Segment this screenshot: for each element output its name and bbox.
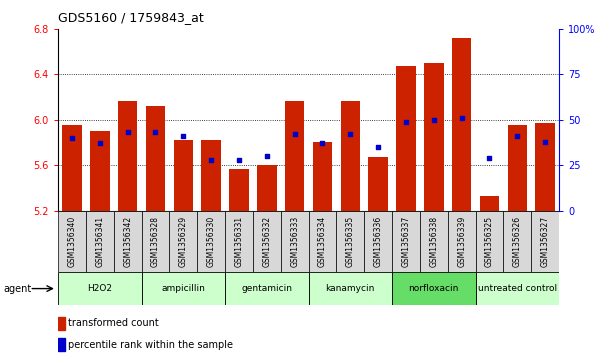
Bar	[197, 211, 225, 272]
Bar	[202, 140, 221, 211]
Text: norfloxacin: norfloxacin	[409, 284, 459, 293]
Bar	[58, 272, 142, 305]
Bar	[452, 38, 472, 211]
Bar	[396, 66, 415, 211]
Text: ampicillin: ampicillin	[161, 284, 205, 293]
Bar	[448, 211, 475, 272]
Bar	[114, 211, 142, 272]
Text: GSM1356329: GSM1356329	[179, 216, 188, 267]
Bar	[392, 211, 420, 272]
Bar	[58, 338, 65, 351]
Bar	[309, 211, 337, 272]
Text: GSM1356328: GSM1356328	[151, 216, 160, 267]
Text: H2O2: H2O2	[87, 284, 112, 293]
Text: gentamicin: gentamicin	[241, 284, 292, 293]
Text: GSM1356342: GSM1356342	[123, 216, 132, 267]
Text: untreated control: untreated control	[478, 284, 557, 293]
Bar	[225, 272, 309, 305]
Text: GSM1356340: GSM1356340	[67, 216, 76, 267]
Bar	[142, 211, 169, 272]
Text: GSM1356341: GSM1356341	[95, 216, 104, 267]
Point	[457, 115, 467, 121]
Bar	[86, 211, 114, 272]
Point	[401, 119, 411, 125]
Text: GSM1356327: GSM1356327	[541, 216, 550, 267]
Point	[373, 144, 383, 150]
Bar	[392, 272, 475, 305]
Bar	[337, 211, 364, 272]
Bar	[285, 101, 304, 211]
Text: GSM1356339: GSM1356339	[457, 216, 466, 267]
Text: kanamycin: kanamycin	[326, 284, 375, 293]
Bar	[503, 211, 531, 272]
Text: GSM1356330: GSM1356330	[207, 216, 216, 267]
Bar	[225, 211, 253, 272]
Bar	[480, 196, 499, 211]
Point	[150, 130, 160, 135]
Point	[540, 139, 550, 144]
Text: agent: agent	[3, 284, 31, 294]
Bar	[229, 168, 249, 211]
Bar	[174, 140, 193, 211]
Bar	[146, 106, 165, 211]
Bar	[424, 63, 444, 211]
Bar	[340, 101, 360, 211]
Bar	[364, 211, 392, 272]
Text: GSM1356336: GSM1356336	[374, 216, 382, 267]
Point	[345, 131, 355, 137]
Bar	[253, 211, 280, 272]
Bar	[313, 143, 332, 211]
Bar	[90, 131, 109, 211]
Bar	[142, 272, 225, 305]
Bar	[58, 317, 65, 330]
Text: GSM1356333: GSM1356333	[290, 216, 299, 267]
Point	[429, 117, 439, 123]
Bar	[169, 211, 197, 272]
Text: GSM1356331: GSM1356331	[235, 216, 243, 267]
Bar	[508, 126, 527, 211]
Bar	[62, 126, 82, 211]
Text: GDS5160 / 1759843_at: GDS5160 / 1759843_at	[58, 11, 204, 24]
Text: GSM1356334: GSM1356334	[318, 216, 327, 267]
Text: GSM1356337: GSM1356337	[401, 216, 411, 267]
Bar	[257, 165, 277, 211]
Point	[207, 157, 216, 163]
Bar	[420, 211, 448, 272]
Point	[513, 133, 522, 139]
Text: GSM1356335: GSM1356335	[346, 216, 355, 267]
Point	[318, 140, 327, 146]
Text: percentile rank within the sample: percentile rank within the sample	[68, 340, 233, 350]
Text: GSM1356332: GSM1356332	[262, 216, 271, 267]
Point	[178, 133, 188, 139]
Bar	[531, 211, 559, 272]
Point	[123, 130, 133, 135]
Bar	[118, 101, 137, 211]
Point	[67, 135, 77, 141]
Bar	[58, 211, 86, 272]
Point	[290, 131, 299, 137]
Bar	[368, 157, 388, 211]
Point	[234, 157, 244, 163]
Text: GSM1356325: GSM1356325	[485, 216, 494, 267]
Bar	[475, 272, 559, 305]
Bar	[280, 211, 309, 272]
Bar	[535, 123, 555, 211]
Text: GSM1356338: GSM1356338	[430, 216, 438, 267]
Bar	[309, 272, 392, 305]
Text: GSM1356326: GSM1356326	[513, 216, 522, 267]
Point	[262, 153, 272, 159]
Point	[485, 155, 494, 161]
Point	[95, 140, 104, 146]
Text: transformed count: transformed count	[68, 318, 159, 328]
Bar	[475, 211, 503, 272]
